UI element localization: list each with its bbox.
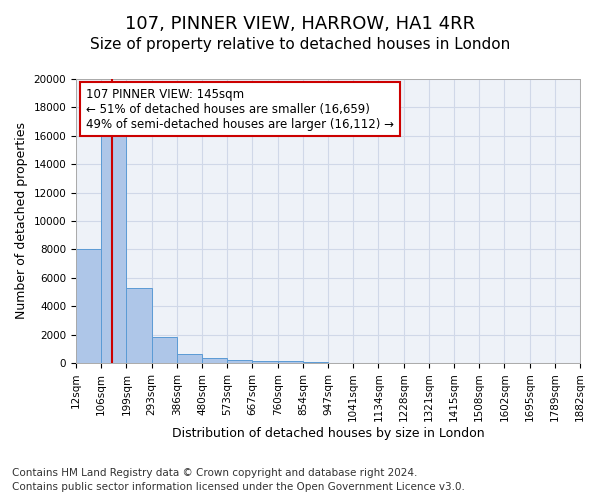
Y-axis label: Number of detached properties: Number of detached properties: [15, 122, 28, 320]
Text: 107, PINNER VIEW, HARROW, HA1 4RR: 107, PINNER VIEW, HARROW, HA1 4RR: [125, 15, 475, 33]
Bar: [76, 248, 101, 363]
Bar: [253, 360, 278, 363]
Text: Contains HM Land Registry data © Crown copyright and database right 2024.: Contains HM Land Registry data © Crown c…: [12, 468, 418, 477]
Bar: [202, 358, 227, 363]
Bar: [177, 354, 202, 363]
Bar: [278, 362, 303, 363]
Bar: [227, 360, 253, 363]
Bar: [101, 128, 127, 363]
X-axis label: Distribution of detached houses by size in London: Distribution of detached houses by size …: [172, 427, 484, 440]
Text: Size of property relative to detached houses in London: Size of property relative to detached ho…: [90, 38, 510, 52]
Bar: [152, 337, 177, 363]
Bar: [127, 288, 152, 363]
Text: Contains public sector information licensed under the Open Government Licence v3: Contains public sector information licen…: [12, 482, 465, 492]
Bar: [303, 362, 328, 363]
Text: 107 PINNER VIEW: 145sqm
← 51% of detached houses are smaller (16,659)
49% of sem: 107 PINNER VIEW: 145sqm ← 51% of detache…: [86, 88, 394, 130]
